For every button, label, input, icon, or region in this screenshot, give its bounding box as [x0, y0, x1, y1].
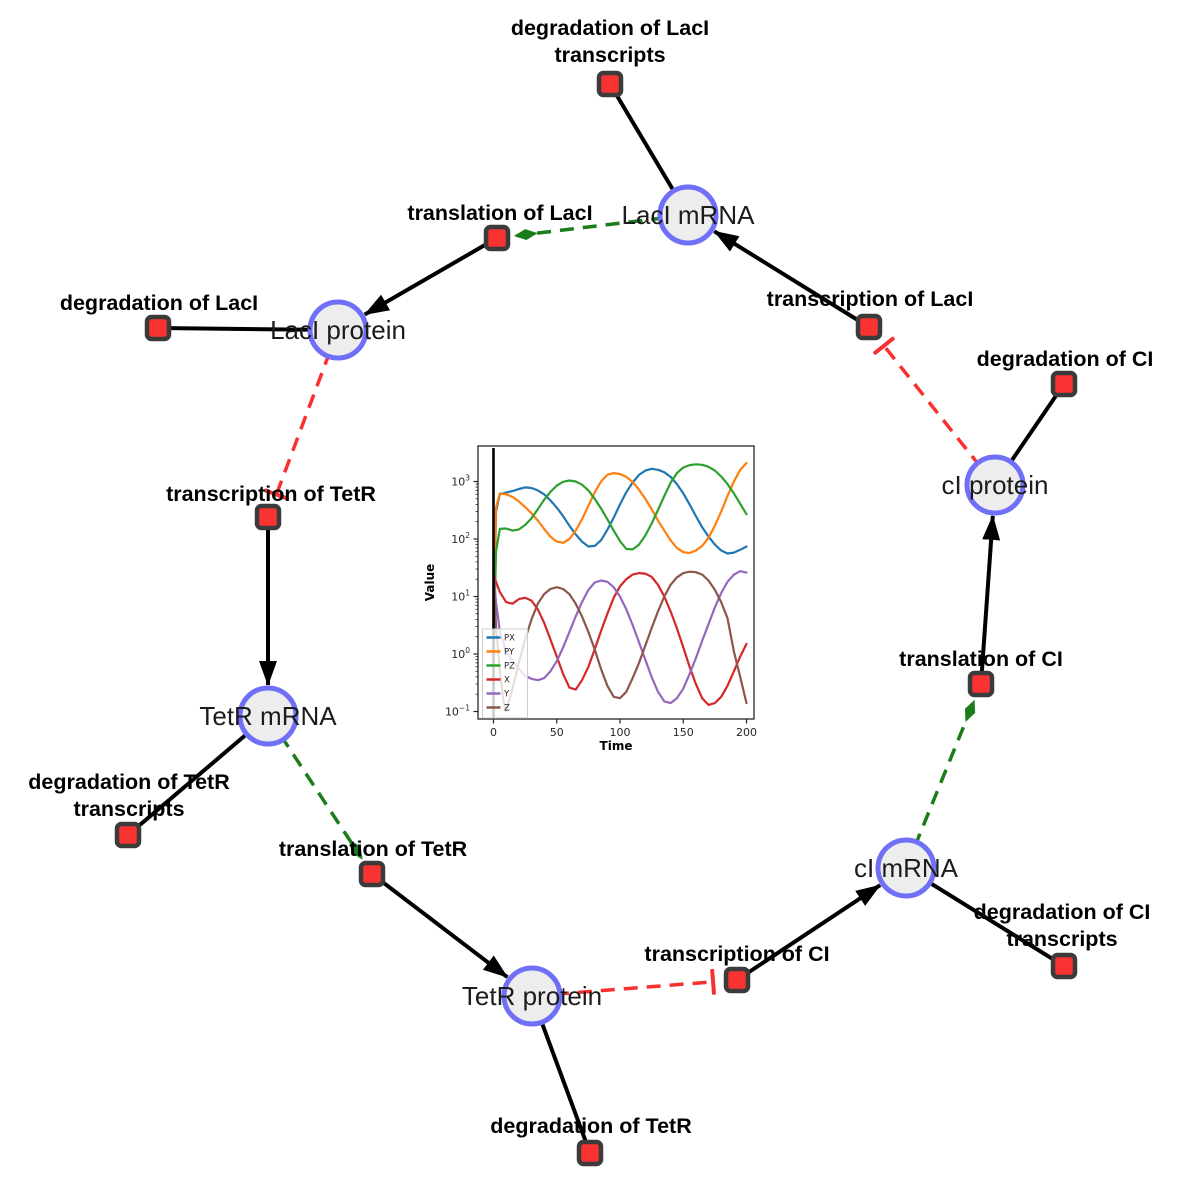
x-tick-0: 0	[490, 726, 497, 739]
reaction-node-deg_tetR[interactable]	[576, 1139, 604, 1167]
species-node-tetR_mRNA[interactable]	[237, 685, 299, 747]
y-tick-10e2: 102	[451, 531, 470, 546]
nodes-layer	[114, 70, 1078, 1167]
reaction-label-deg_cI-line1: degradation of CI	[977, 347, 1154, 371]
y-tick-10e0: 100	[451, 646, 470, 661]
legend-label-X: X	[504, 676, 510, 686]
edge-production-transl_lacI-lacI_protein	[363, 236, 499, 317]
legend-label-PX: PX	[504, 634, 515, 644]
species-node-tetR_protein[interactable]	[501, 965, 563, 1027]
edge-consumption-cI_mRNA-deg_cI_tx	[904, 866, 1066, 968]
x-tick-150: 150	[673, 726, 694, 739]
reaction-label-tx_lacI-line1: transcription of LacI	[767, 287, 974, 311]
species-label-tetR_mRNA: TetR mRNA	[199, 701, 337, 731]
reaction-node-deg_cI[interactable]	[1050, 370, 1078, 398]
series-line-Y	[492, 570, 748, 705]
species-label-lacI_protein: LacI protein	[270, 315, 406, 345]
species-label-lacI_mRNA: LacI mRNA	[622, 200, 756, 230]
species-label-cI_mRNA: cI mRNA	[854, 853, 959, 883]
reaction-node-transl_tetR[interactable]	[358, 860, 386, 888]
reaction-label-deg_cI_tx-line2: transcripts	[1006, 927, 1117, 951]
legend-label-Z: Z	[504, 704, 510, 714]
reaction-node-deg_cI_tx[interactable]	[1050, 952, 1078, 980]
reaction-label-deg_tetR_tx-line2: transcripts	[73, 797, 184, 821]
edge-production-transl_tetR-tetR_protein	[370, 872, 509, 979]
reaction-label-deg_lacI_tx-line1: degradation of LacI	[511, 16, 709, 40]
reaction-node-tx_lacI[interactable]	[855, 313, 883, 341]
species-node-cI_mRNA[interactable]	[875, 837, 937, 899]
labels-layer: degradation of LacI transcripts translatio…	[28, 16, 1153, 1138]
reaction-node-transl_cI[interactable]	[967, 670, 995, 698]
reaction-label-deg_lacI_tx-line2: transcripts	[554, 43, 665, 67]
species-label-tetR_protein: TetR protein	[462, 981, 602, 1011]
edge-production-transl_cI-cI_protein	[979, 514, 1001, 685]
x-tick-50: 50	[550, 726, 564, 739]
reaction-node-tx_cI[interactable]	[723, 966, 751, 994]
y-tick-10e1: 101	[451, 589, 470, 604]
series-line-PZ	[492, 463, 748, 661]
species-node-lacI_protein[interactable]	[307, 299, 369, 361]
legend-label-PZ: PZ	[504, 662, 515, 672]
series-line-PY	[492, 461, 748, 656]
legend-label-Y: Y	[503, 690, 510, 700]
x-tick-100: 100	[610, 726, 631, 739]
reaction-node-deg_lacI_tx[interactable]	[596, 70, 624, 98]
legend-item-PX: PX	[486, 634, 515, 644]
legend-item-Z: Z	[486, 704, 510, 714]
y-tick-10e3: 103	[451, 474, 470, 489]
legend-item-PY: PY	[486, 648, 515, 658]
reaction-label-transl_tetR-line1: translation of TetR	[279, 837, 468, 861]
edge-production-tx_cI-cI_mRNA	[735, 883, 882, 982]
series-line-PX	[492, 467, 748, 656]
reaction-label-tx_tetR-line1: transcription of TetR	[166, 482, 376, 506]
y-tick-10e-1: 10−1	[445, 704, 470, 719]
reaction-node-tx_tetR[interactable]	[254, 503, 282, 531]
species-node-lacI_mRNA[interactable]	[657, 184, 719, 246]
chart-legend: PX PY PZ XYZ	[482, 628, 528, 719]
edge-consumption-tetR_mRNA-deg_tetR_tx	[126, 714, 270, 837]
reaction-node-deg_tetR_tx[interactable]	[114, 821, 142, 849]
x-tick-200: 200	[736, 726, 757, 739]
y-axis-label: Value	[423, 564, 437, 602]
edge-production-tx_lacI-lacI_mRNA	[713, 229, 871, 329]
reaction-label-transl_lacI-line1: translation of LacI	[407, 201, 592, 225]
x-axis-label: Time	[600, 739, 633, 753]
reaction-label-tx_cI-line1: transcription of CI	[644, 942, 829, 966]
legend-item-Y: Y	[486, 690, 510, 700]
legend-item-PZ: PZ	[486, 662, 515, 672]
reaction-label-deg_lacI-line1: degradation of LacI	[60, 291, 258, 315]
reaction-label-transl_cI-line1: translation of CI	[899, 647, 1063, 671]
legend-label-PY: PY	[504, 648, 515, 658]
reaction-node-transl_lacI[interactable]	[483, 224, 511, 252]
reaction-node-deg_lacI[interactable]	[144, 314, 172, 342]
legend-item-X: X	[486, 676, 510, 686]
reaction-label-deg_tetR-line1: degradation of TetR	[490, 1114, 692, 1138]
reaction-label-deg_cI_tx-line1: degradation of CI	[974, 900, 1151, 924]
species-node-cI_protein[interactable]	[964, 454, 1026, 516]
reaction-label-deg_tetR_tx-line1: degradation of TetR	[28, 770, 230, 794]
species-label-cI_protein: cI protein	[942, 470, 1049, 500]
